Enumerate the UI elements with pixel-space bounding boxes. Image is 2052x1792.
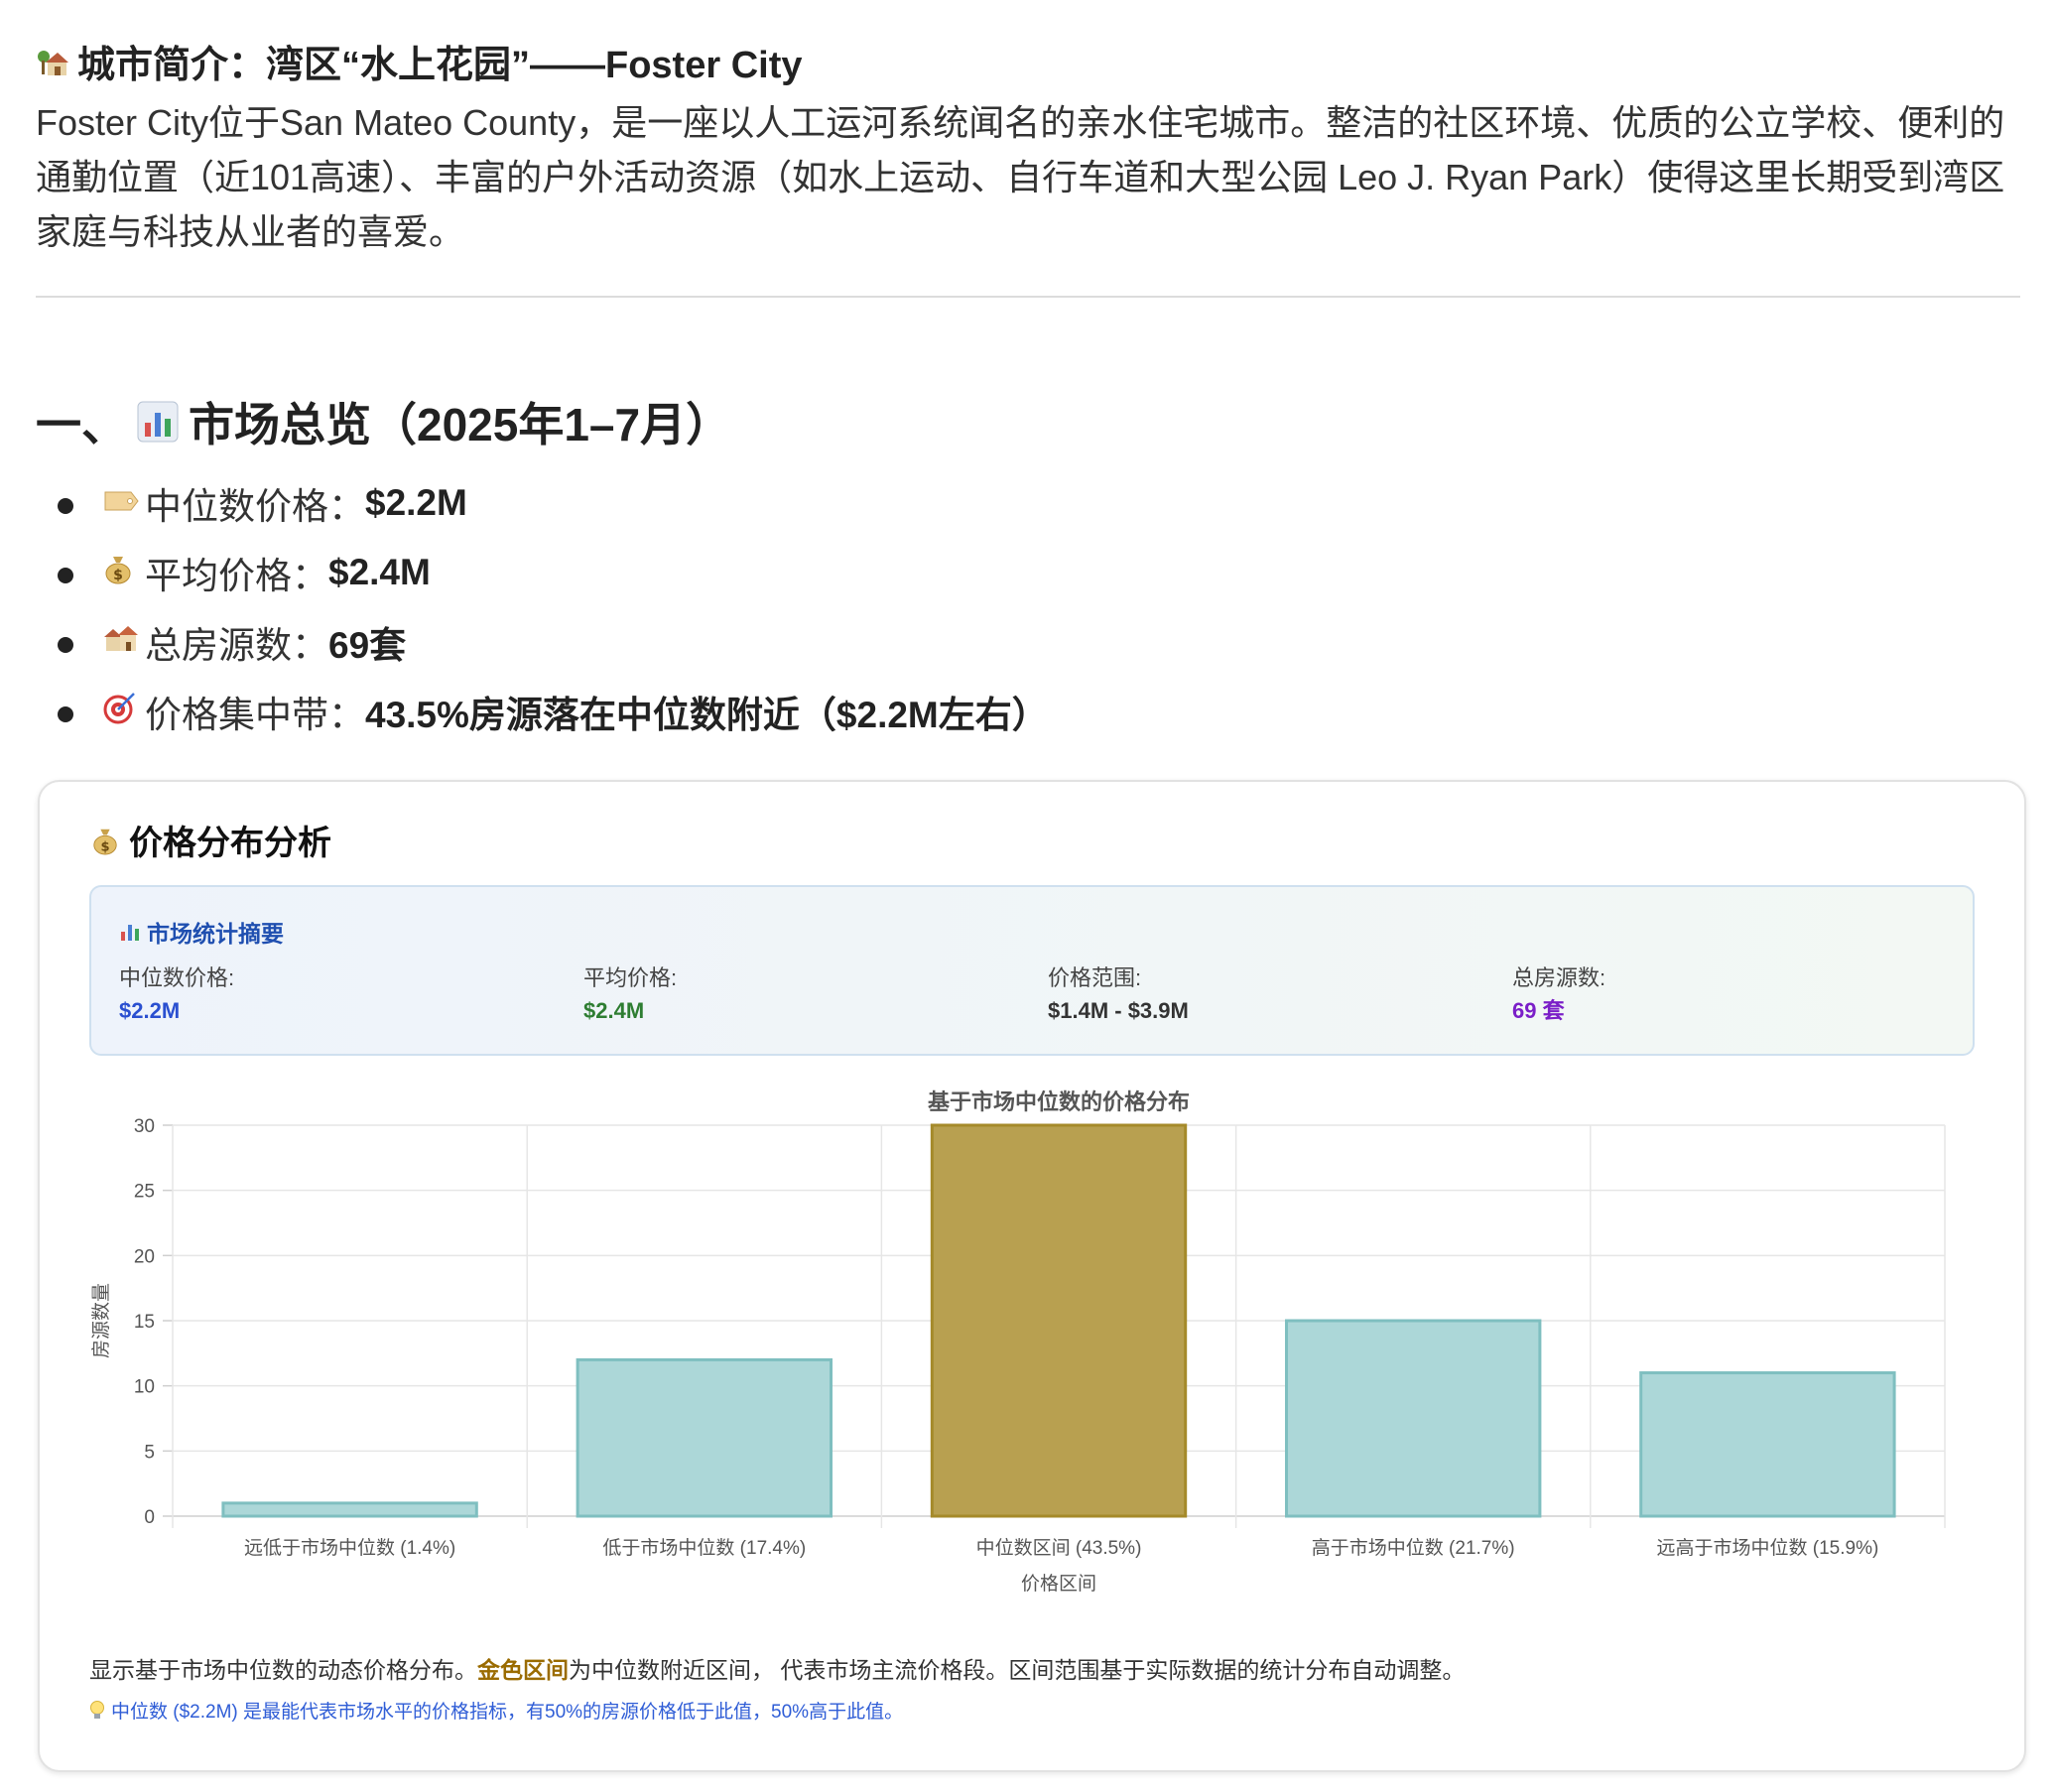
lightbulb-icon xyxy=(89,1700,105,1722)
stat-label: 平均价格: xyxy=(583,965,678,990)
x-tick-label: 高于市场中位数 (21.7%) xyxy=(1312,1537,1515,1559)
stat-value: $2.4M xyxy=(583,998,645,1023)
y-tick-label: 15 xyxy=(134,1312,155,1333)
card-heading: $ 价格分布分析 xyxy=(91,816,331,864)
stat-label: 总房源数: xyxy=(1512,965,1606,990)
price-distribution-card: $ 价格分布分析 市场统计摘要 中位数价格: $2.2M 平均价格: $2.4M… xyxy=(38,780,2026,1772)
chart-title: 基于市场中位数的价格分布 xyxy=(928,1089,1190,1114)
list-item-label: 价格集中带： xyxy=(145,695,365,735)
list-item: 中位数价格： $2.2M xyxy=(54,468,1049,538)
bar xyxy=(930,1123,1188,1518)
list-item-label: 中位数价格： xyxy=(145,486,365,527)
list-item-value: 69套 xyxy=(328,625,407,666)
intro-heading: 城市简介：湾区“水上花园”——Foster City xyxy=(36,34,802,88)
bar xyxy=(1285,1319,1542,1518)
summary-heading: 市场统计摘要 xyxy=(119,915,284,949)
intro-title: 城市简介：湾区“水上花园”——Foster City xyxy=(77,45,803,86)
bullet-dot xyxy=(58,568,73,583)
footnote-text: 显示基于市场中位数的动态价格分布。 xyxy=(89,1657,477,1683)
card-title: 价格分布分析 xyxy=(129,825,331,862)
bar-chart-icon xyxy=(137,401,179,443)
bullet-dot xyxy=(58,706,73,722)
x-tick-label: 远高于市场中位数 (15.9%) xyxy=(1656,1537,1878,1559)
y-tick-label: 20 xyxy=(134,1246,155,1267)
overview-list: 中位数价格： $2.2M $ 平均价格： $2.4M 总房源数： 69套 价格集… xyxy=(54,468,1049,746)
y-tick-label: 10 xyxy=(134,1377,155,1398)
bar xyxy=(576,1357,833,1518)
stat-median: 中位数价格: $2.2M xyxy=(119,962,576,1028)
price-distribution-chart: 基于市场中位数的价格分布 0 5 10 15 20 25 30 远低于市场中位数 (1.4%) 低… xyxy=(79,1086,2004,1641)
stat-range: 价格范围: $1.4M - $3.9M xyxy=(1048,962,1504,1028)
list-item-value: 43.5%房源落在中位数附近（$2.2M左右） xyxy=(365,695,1049,735)
stat-value: $2.2M xyxy=(119,998,181,1023)
x-tick-label: 中位数区间 (43.5%) xyxy=(976,1537,1142,1559)
footnote-gold-text: 金色区间 xyxy=(477,1657,569,1683)
y-axis-label: 房源数量 xyxy=(90,1283,112,1358)
stat-average: 平均价格: $2.4M xyxy=(583,962,1040,1028)
bar xyxy=(221,1501,478,1518)
section-prefix: 一、 xyxy=(36,399,127,450)
y-tick-label: 30 xyxy=(134,1116,155,1137)
houses-icon xyxy=(103,623,145,661)
footnote-text-rest: 为中位数附近区间， 代表市场主流价格段。区间范围基于实际数据的统计分布自动调整。 xyxy=(569,1657,1466,1683)
list-item: 总房源数： 69套 xyxy=(54,607,1049,677)
house-with-garden-icon xyxy=(36,45,69,78)
stat-label: 中位数价格: xyxy=(119,965,235,990)
intro-paragraph: Foster City位于San Mateo County，是一座以人工运河系统… xyxy=(36,102,2005,252)
list-item: 价格集中带： 43.5%房源落在中位数附近（$2.2M左右） xyxy=(54,677,1049,746)
bullet-dot xyxy=(58,637,73,653)
price-tag-icon xyxy=(103,485,145,522)
summary-title: 市场统计摘要 xyxy=(147,921,284,947)
list-item-label: 总房源数： xyxy=(145,625,328,666)
stat-value: 69 套 xyxy=(1512,998,1565,1023)
chart-svg: 基于市场中位数的价格分布 0 5 10 15 20 25 30 远低于市场中位数 (1.4%) 低… xyxy=(90,1089,1946,1595)
svg-text:$: $ xyxy=(100,839,109,854)
target-icon xyxy=(103,691,145,732)
bar-chart-icon xyxy=(119,921,141,943)
bullet-dot xyxy=(58,498,73,514)
market-summary-box: 市场统计摘要 中位数价格: $2.2M 平均价格: $2.4M 价格范围: $1… xyxy=(89,885,1975,1056)
list-item-value: $2.4M xyxy=(328,552,431,592)
y-tick-label: 5 xyxy=(144,1442,155,1463)
section-heading: 一、 市场总览（2025年1–7月） xyxy=(36,389,731,454)
y-tick-label: 25 xyxy=(134,1182,155,1203)
stat-label: 价格范围: xyxy=(1048,965,1142,990)
x-axis-label: 价格区间 xyxy=(1021,1573,1096,1595)
list-item-value: $2.2M xyxy=(365,482,467,523)
tip-text: 中位数 ($2.2M) 是最能代表市场水平的价格指标，有50%的房源价格低于此值… xyxy=(111,1702,904,1723)
x-tick-label: 低于市场中位数 (17.4%) xyxy=(602,1537,806,1559)
svg-text:$: $ xyxy=(113,568,123,583)
list-item: $ 平均价格： $2.4M xyxy=(54,538,1049,607)
chart-footnote: 显示基于市场中位数的动态价格分布。金色区间为中位数附近区间， 代表市场主流价格段… xyxy=(89,1651,1465,1685)
stat-value: $1.4M - $3.9M xyxy=(1048,998,1189,1023)
x-tick-label: 远低于市场中位数 (1.4%) xyxy=(244,1537,455,1559)
bar xyxy=(1639,1371,1896,1518)
median-tip: 中位数 ($2.2M) 是最能代表市场水平的价格指标，有50%的房源价格低于此值… xyxy=(89,1697,903,1724)
stat-total: 总房源数: 69 套 xyxy=(1512,962,1969,1028)
section-title: 市场总览（2025年1–7月） xyxy=(189,399,732,450)
y-tick-label: 0 xyxy=(144,1507,155,1528)
list-item-label: 平均价格： xyxy=(145,556,328,596)
money-bag-icon: $ xyxy=(103,553,145,592)
money-bag-icon: $ xyxy=(91,826,119,855)
section-divider xyxy=(36,296,2020,298)
